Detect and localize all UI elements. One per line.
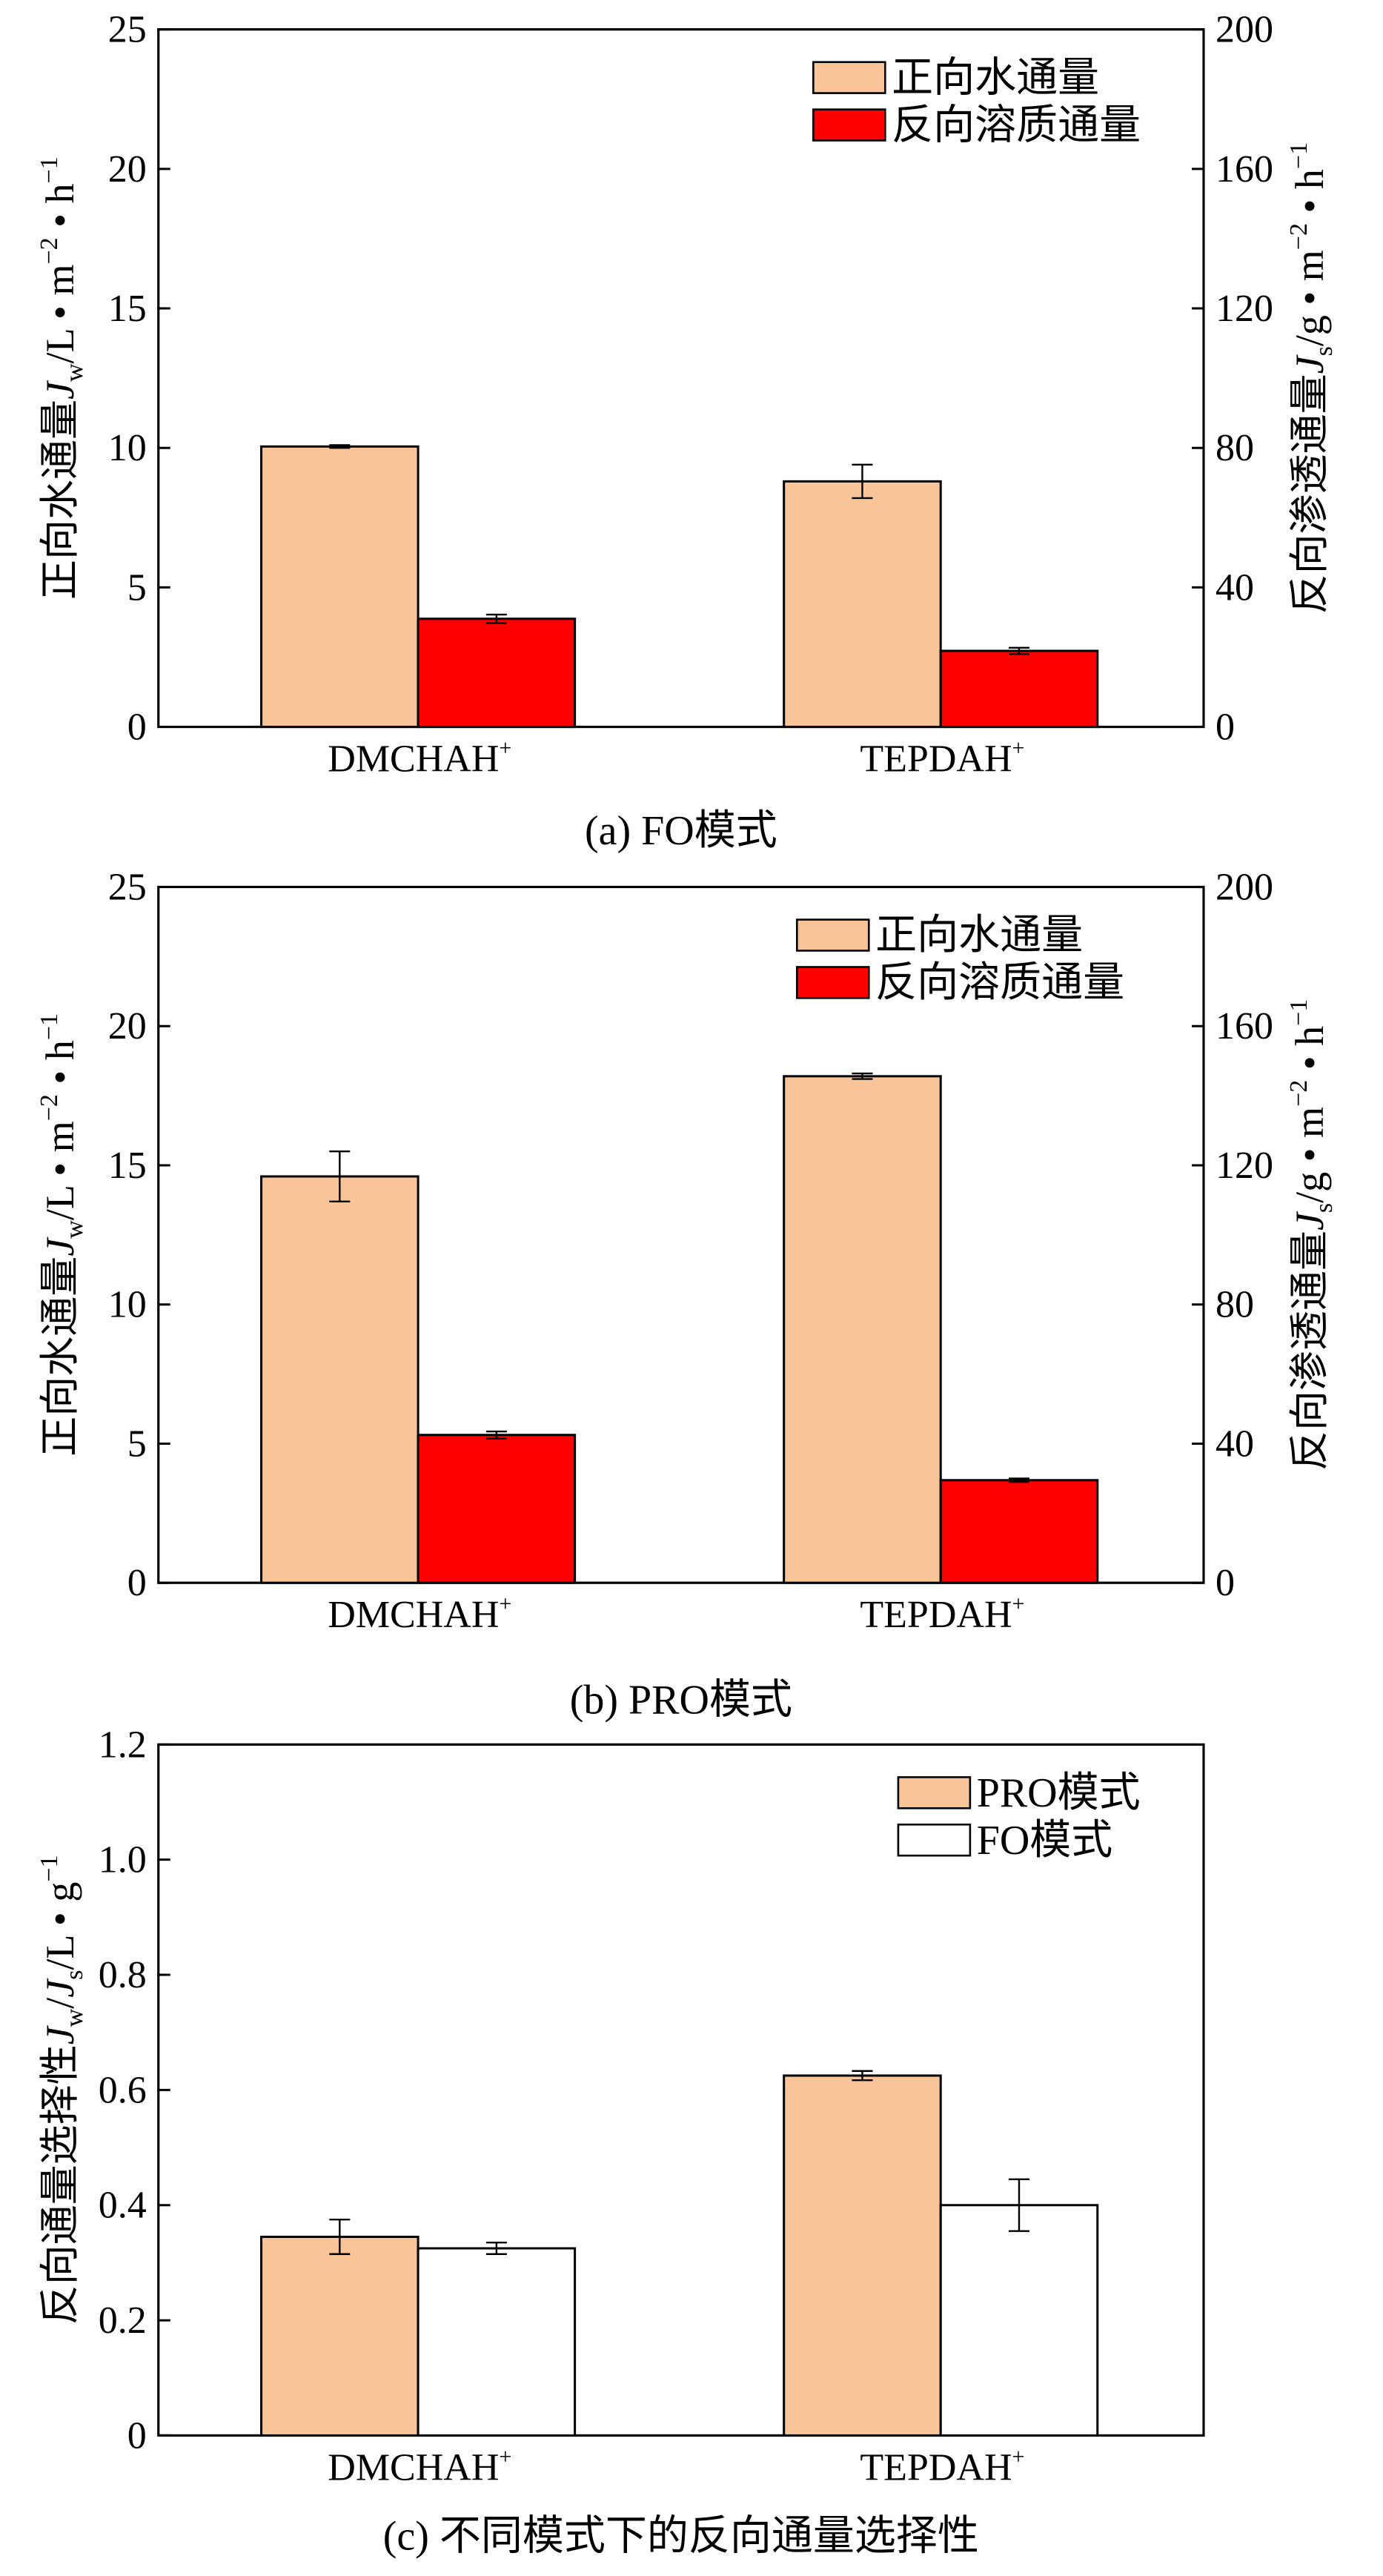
y-axis-label-left: 反向通量选择性Jw/Js/L • g−1 <box>36 1855 88 2325</box>
left-tick-label: 0.6 <box>99 2069 147 2111</box>
left-tick-label: 0 <box>127 2414 147 2457</box>
category-name: DMCHAH <box>328 738 499 781</box>
right-tick-label: 40 <box>1215 566 1254 609</box>
bar-series1 <box>260 1175 419 1584</box>
left-tick-label: 15 <box>108 1145 147 1187</box>
right-tick-label: 80 <box>1215 427 1254 469</box>
x-tick-label: DMCHAH+ <box>328 2444 511 2489</box>
category-superscript: + <box>499 2444 511 2469</box>
legend-swatch <box>812 108 886 142</box>
category-name: TEPDAH <box>860 2446 1012 2489</box>
right-tick-label: 200 <box>1215 867 1273 909</box>
category-superscript: + <box>499 736 511 761</box>
category-name: DMCHAH <box>328 2446 499 2489</box>
left-tick-label: 0.4 <box>99 2185 147 2227</box>
bar-series1 <box>783 2074 942 2437</box>
category-superscript: + <box>499 1592 511 1616</box>
left-tick-label: 15 <box>108 288 147 330</box>
left-tick-label: 0.2 <box>99 2299 147 2342</box>
right-tick-label: 0 <box>1215 1562 1235 1604</box>
left-tick-label: 25 <box>108 9 147 51</box>
left-tick-label: 0.8 <box>99 1954 147 1996</box>
right-tick-label: 120 <box>1215 1145 1273 1187</box>
right-tick-label: 160 <box>1215 148 1273 191</box>
right-tick-label: 120 <box>1215 288 1273 330</box>
left-tick-label: 1.2 <box>99 1724 147 1766</box>
right-tick-label: 0 <box>1215 706 1235 749</box>
legend-swatch <box>897 1824 972 1857</box>
left-tick-label: 10 <box>108 1284 147 1326</box>
left-tick-label: 5 <box>127 566 147 609</box>
legend-label: FO模式 <box>977 1818 1113 1864</box>
x-tick-label: TEPDAH+ <box>860 2444 1024 2489</box>
panel-caption: (a) FO模式 <box>585 808 777 854</box>
y-axis-label-right: 反向渗透通量Js/g • m−2 • h−1 <box>1285 142 1338 614</box>
category-superscript: + <box>1012 2444 1025 2469</box>
x-tick-label: TEPDAH+ <box>860 736 1024 781</box>
left-tick-label: 20 <box>108 148 147 191</box>
left-tick-label: 25 <box>108 867 147 909</box>
legend-label: 反向溶质通量 <box>892 102 1141 148</box>
category-name: TEPDAH <box>860 1594 1012 1636</box>
left-tick-label: 0 <box>127 706 147 749</box>
bar-series1 <box>260 2235 419 2437</box>
category-superscript: + <box>1012 736 1025 761</box>
legend-swatch <box>897 1776 972 1810</box>
x-tick-label: TEPDAH+ <box>860 1592 1024 1636</box>
bar-series2 <box>939 649 1099 729</box>
legend-swatch <box>796 966 870 999</box>
left-tick-label: 20 <box>108 1005 147 1047</box>
bar-series1 <box>783 1075 942 1584</box>
x-tick-label: DMCHAH+ <box>328 736 511 781</box>
y-axis-label-right: 反向渗透通量Js/g • m−2 • h−1 <box>1285 999 1338 1471</box>
left-tick-label: 10 <box>108 427 147 469</box>
legend-swatch <box>812 61 886 94</box>
bar-series2 <box>939 2204 1099 2437</box>
plot-frame <box>157 28 1205 729</box>
left-tick-label: 5 <box>127 1423 147 1465</box>
left-tick-label: 1.0 <box>99 1839 147 1881</box>
right-tick-label: 200 <box>1215 9 1273 51</box>
bar-series2 <box>939 1479 1099 1584</box>
legend-label: PRO模式 <box>977 1770 1141 1816</box>
y-axis-label-left: 正向水通量Jw/L • m−2 • h−1 <box>36 1013 88 1457</box>
right-tick-label: 40 <box>1215 1423 1254 1465</box>
bar-series2 <box>417 617 577 729</box>
legend-swatch <box>796 918 870 952</box>
left-tick-label: 0 <box>127 1562 147 1604</box>
panel-caption: (c) 不同模式下的反向通量选择性 <box>383 2514 979 2560</box>
legend-label: 反向溶质通量 <box>875 960 1124 1006</box>
legend-label: 正向水通量 <box>875 913 1083 958</box>
y-axis-label-left: 正向水通量Jw/L • m−2 • h−1 <box>36 156 88 600</box>
plot-frame <box>157 885 1205 1584</box>
panel-caption: (b) PRO模式 <box>570 1677 792 1723</box>
x-tick-label: DMCHAH+ <box>328 1592 511 1636</box>
category-superscript: + <box>1012 1592 1025 1616</box>
bar-series1 <box>260 445 419 729</box>
category-name: DMCHAH <box>328 1594 499 1636</box>
bar-series1 <box>783 480 942 729</box>
bar-series2 <box>417 2247 577 2437</box>
category-name: TEPDAH <box>860 738 1012 781</box>
right-tick-label: 160 <box>1215 1005 1273 1047</box>
legend-label: 正向水通量 <box>892 55 1099 101</box>
right-tick-label: 80 <box>1215 1284 1254 1326</box>
bar-series2 <box>417 1434 577 1584</box>
